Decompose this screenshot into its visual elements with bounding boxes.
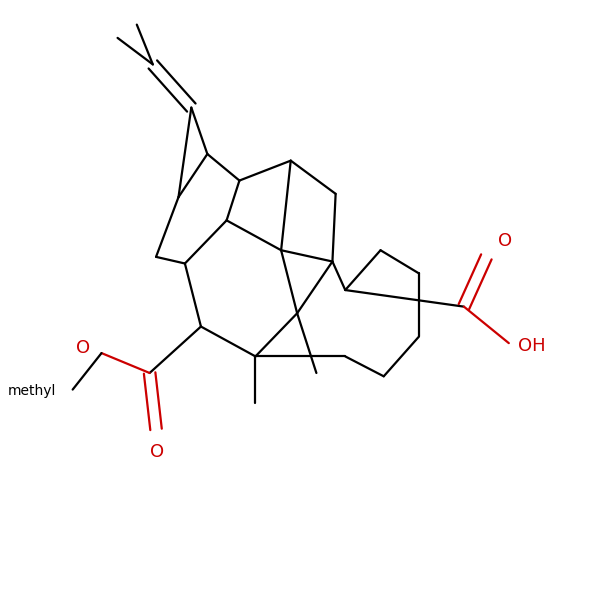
- Text: OH: OH: [518, 337, 546, 355]
- Text: O: O: [76, 340, 91, 358]
- Text: O: O: [150, 443, 164, 461]
- Text: O: O: [498, 232, 512, 250]
- Text: methyl: methyl: [8, 384, 56, 398]
